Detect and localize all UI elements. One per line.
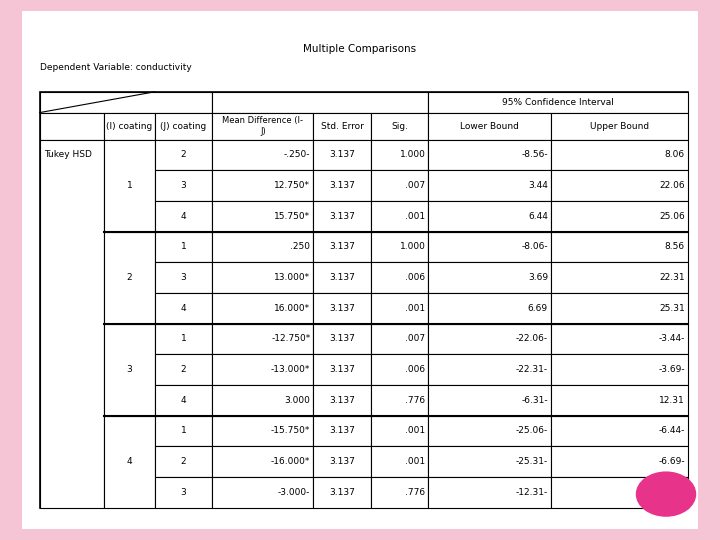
Text: .006: .006 [405, 273, 426, 282]
Text: .007: .007 [405, 334, 426, 343]
Text: 1.000: 1.000 [400, 151, 426, 159]
Text: 8.56: 8.56 [665, 242, 685, 252]
Text: -6.44-: -6.44- [658, 427, 685, 435]
Text: 25.31: 25.31 [659, 304, 685, 313]
Text: -12.750*: -12.750* [271, 334, 310, 343]
Text: 6.44: 6.44 [528, 212, 548, 221]
Text: 6.31: 6.31 [665, 488, 685, 497]
Text: 13.000*: 13.000* [274, 273, 310, 282]
Text: Dependent Variable: conductivity: Dependent Variable: conductivity [40, 63, 192, 72]
Text: .006: .006 [405, 365, 426, 374]
Text: 6.69: 6.69 [528, 304, 548, 313]
Text: 3: 3 [181, 488, 186, 497]
Text: 2: 2 [127, 273, 132, 282]
Text: 3.137: 3.137 [329, 396, 355, 405]
Text: 12.31: 12.31 [659, 396, 685, 405]
Text: 2: 2 [181, 151, 186, 159]
Text: -3.44-: -3.44- [658, 334, 685, 343]
Text: 15.750*: 15.750* [274, 212, 310, 221]
Text: 1: 1 [127, 181, 132, 190]
Text: 3.137: 3.137 [329, 151, 355, 159]
Text: -3.69-: -3.69- [658, 365, 685, 374]
Text: 3.137: 3.137 [329, 488, 355, 497]
Text: 3.137: 3.137 [329, 181, 355, 190]
Text: 95% Confidence Interval: 95% Confidence Interval [502, 98, 614, 107]
Text: -25.31-: -25.31- [516, 457, 548, 466]
Text: 3.000: 3.000 [284, 396, 310, 405]
Text: 25.06: 25.06 [659, 212, 685, 221]
Text: .001: .001 [405, 304, 426, 313]
Text: 22.31: 22.31 [659, 273, 685, 282]
Text: 1: 1 [181, 334, 186, 343]
Text: 3.137: 3.137 [329, 242, 355, 252]
Text: 3.69: 3.69 [528, 273, 548, 282]
Text: 12.750*: 12.750* [274, 181, 310, 190]
Text: Tukey HSD: Tukey HSD [44, 151, 91, 159]
Text: -15.750*: -15.750* [271, 427, 310, 435]
Text: -13.000*: -13.000* [271, 365, 310, 374]
Text: 3.137: 3.137 [329, 365, 355, 374]
Text: (J) coating: (J) coating [161, 122, 207, 131]
Text: 8.06: 8.06 [665, 151, 685, 159]
Text: -8.06-: -8.06- [521, 242, 548, 252]
Text: -25.06-: -25.06- [516, 427, 548, 435]
Text: Upper Bound: Upper Bound [590, 122, 649, 131]
Text: 22.06: 22.06 [659, 181, 685, 190]
Text: (I) coating: (I) coating [107, 122, 153, 131]
Text: 1: 1 [181, 242, 186, 252]
Text: -3.000-: -3.000- [278, 488, 310, 497]
Text: 1.000: 1.000 [400, 242, 426, 252]
Text: .776: .776 [405, 396, 426, 405]
Text: .001: .001 [405, 427, 426, 435]
Text: Std. Error: Std. Error [320, 122, 364, 131]
Text: 3.137: 3.137 [329, 427, 355, 435]
Text: -6.31-: -6.31- [521, 396, 548, 405]
Text: -12.31-: -12.31- [516, 488, 548, 497]
Text: Sig.: Sig. [391, 122, 408, 131]
Text: .776: .776 [405, 488, 426, 497]
Text: -16.000*: -16.000* [271, 457, 310, 466]
Text: 4: 4 [181, 396, 186, 405]
Text: 3.137: 3.137 [329, 304, 355, 313]
Text: 3.137: 3.137 [329, 334, 355, 343]
Text: .001: .001 [405, 457, 426, 466]
Text: .250: .250 [290, 242, 310, 252]
Text: 4: 4 [127, 457, 132, 466]
Text: 16.000*: 16.000* [274, 304, 310, 313]
Text: 2: 2 [181, 457, 186, 466]
Text: -22.31-: -22.31- [516, 365, 548, 374]
Text: 1: 1 [181, 427, 186, 435]
Text: -8.56-: -8.56- [521, 151, 548, 159]
Text: Multiple Comparisons: Multiple Comparisons [303, 44, 417, 53]
Text: .007: .007 [405, 181, 426, 190]
Text: Lower Bound: Lower Bound [460, 122, 519, 131]
Text: 3.137: 3.137 [329, 273, 355, 282]
Text: .001: .001 [405, 212, 426, 221]
Text: -22.06-: -22.06- [516, 334, 548, 343]
Text: 2: 2 [181, 365, 186, 374]
Text: 3: 3 [127, 365, 132, 374]
Text: 4: 4 [181, 304, 186, 313]
Text: 3.137: 3.137 [329, 457, 355, 466]
Text: -.250-: -.250- [284, 151, 310, 159]
Text: 3.137: 3.137 [329, 212, 355, 221]
Text: 3: 3 [181, 273, 186, 282]
Text: 3: 3 [181, 181, 186, 190]
Text: -6.69-: -6.69- [658, 457, 685, 466]
Text: 3.44: 3.44 [528, 181, 548, 190]
Text: 4: 4 [181, 212, 186, 221]
Text: Mean Difference (I-
J): Mean Difference (I- J) [222, 117, 303, 136]
